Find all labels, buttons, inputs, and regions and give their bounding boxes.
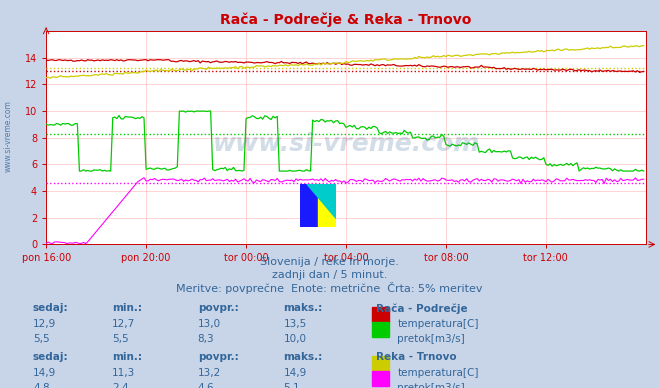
Text: pretok[m3/s]: pretok[m3/s] — [397, 383, 465, 388]
Text: 4,8: 4,8 — [33, 383, 49, 388]
Text: 8,3: 8,3 — [198, 334, 214, 344]
Polygon shape — [307, 184, 336, 218]
Text: 11,3: 11,3 — [112, 368, 135, 378]
Bar — [300, 184, 318, 227]
Text: 12,7: 12,7 — [112, 319, 135, 329]
Text: 5,5: 5,5 — [33, 334, 49, 344]
Bar — [318, 184, 336, 227]
Text: 2,4: 2,4 — [112, 383, 129, 388]
Text: maks.:: maks.: — [283, 303, 323, 314]
Text: temperatura[C]: temperatura[C] — [397, 319, 479, 329]
Text: 13,0: 13,0 — [198, 319, 221, 329]
Text: 13,2: 13,2 — [198, 368, 221, 378]
Text: www.si-vreme.com: www.si-vreme.com — [212, 132, 480, 156]
Text: 5,1: 5,1 — [283, 383, 300, 388]
Text: 14,9: 14,9 — [283, 368, 306, 378]
Text: 14,9: 14,9 — [33, 368, 56, 378]
Text: 10,0: 10,0 — [283, 334, 306, 344]
Text: sedaj:: sedaj: — [33, 352, 69, 362]
Text: pretok[m3/s]: pretok[m3/s] — [397, 334, 465, 344]
Title: Rača - Podrečje & Reka - Trnovo: Rača - Podrečje & Reka - Trnovo — [220, 12, 472, 27]
Text: 5,5: 5,5 — [112, 334, 129, 344]
Text: Reka - Trnovo: Reka - Trnovo — [376, 352, 456, 362]
Text: temperatura[C]: temperatura[C] — [397, 368, 479, 378]
Text: 4,6: 4,6 — [198, 383, 214, 388]
Text: 12,9: 12,9 — [33, 319, 56, 329]
Text: Rača - Podrečje: Rača - Podrečje — [376, 303, 467, 314]
Text: sedaj:: sedaj: — [33, 303, 69, 314]
Text: maks.:: maks.: — [283, 352, 323, 362]
Text: zadnji dan / 5 minut.: zadnji dan / 5 minut. — [272, 270, 387, 280]
Text: Slovenija / reke in morje.: Slovenija / reke in morje. — [260, 257, 399, 267]
Text: min.:: min.: — [112, 352, 142, 362]
Text: Meritve: povprečne  Enote: metrične  Črta: 5% meritev: Meritve: povprečne Enote: metrične Črta:… — [176, 282, 483, 294]
Text: 13,5: 13,5 — [283, 319, 306, 329]
Text: povpr.:: povpr.: — [198, 303, 239, 314]
Text: www.si-vreme.com: www.si-vreme.com — [3, 100, 13, 172]
Text: povpr.:: povpr.: — [198, 352, 239, 362]
Text: min.:: min.: — [112, 303, 142, 314]
